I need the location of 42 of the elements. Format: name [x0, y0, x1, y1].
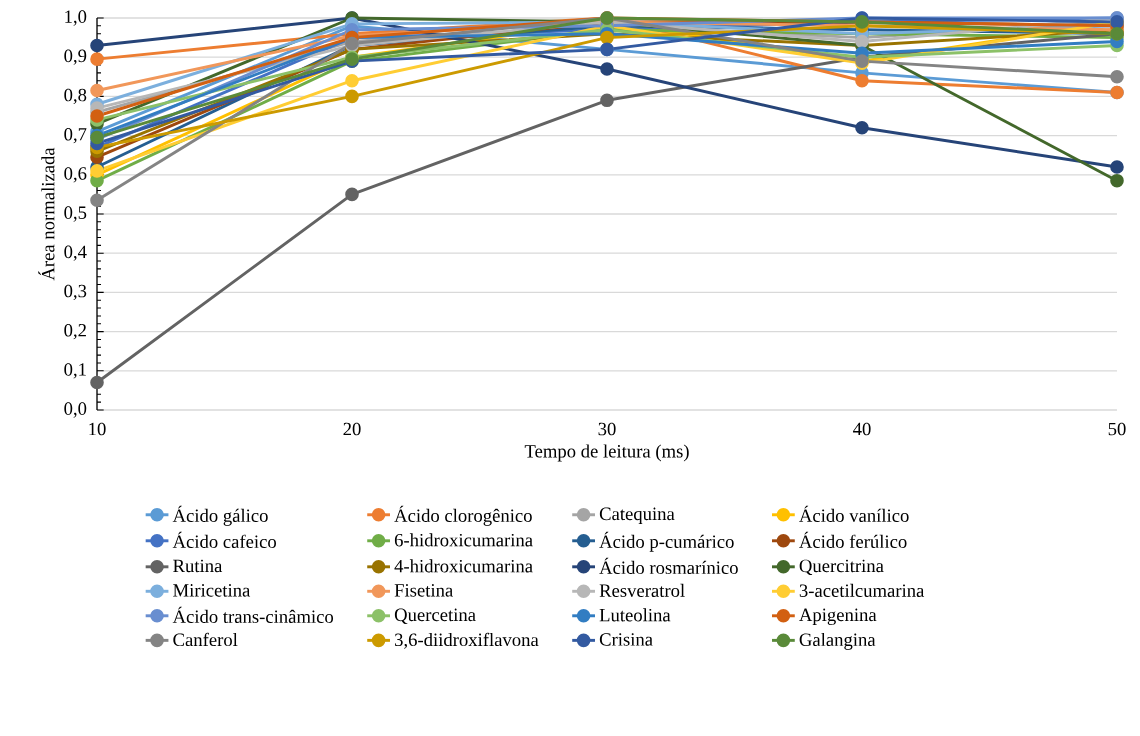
x-tick-label: 40	[853, 422, 871, 436]
y-tick-label: 0,2	[64, 323, 86, 340]
y-tick-label: 0,4	[64, 245, 87, 261]
legend-label: Galangina	[799, 632, 876, 650]
legend-label: Catequina	[599, 507, 675, 524]
legend-label: Miricetina	[173, 584, 251, 597]
legend-label: Luteolina	[599, 608, 671, 622]
legend-label: Ácido vanílico	[799, 505, 909, 522]
legend-label: Crisina	[599, 633, 653, 646]
y-tick-label: 0,8	[64, 88, 87, 105]
x-tick-label: 30	[598, 422, 616, 436]
legend-label: Apigenina	[799, 608, 877, 625]
legend-label: 6-hidroxicumarina	[394, 533, 533, 547]
legend-label: Ácido trans-cinâmico	[172, 606, 334, 623]
legend-label: Canferol	[173, 632, 238, 647]
legend-label: Ácido rosmarínico	[599, 557, 738, 575]
legend-label: Resveratrol	[599, 583, 685, 597]
legend-label: Ácido gálico	[172, 505, 268, 526]
y-tick-label: 1,0	[65, 10, 87, 26]
legend-label: Rutina	[173, 559, 223, 573]
y-tick-label: 0,9	[64, 49, 87, 65]
legend-label: Quercetina	[394, 608, 476, 624]
x-tick-label: 50	[1108, 422, 1126, 436]
legend-label: Ácido ferúlico	[799, 531, 907, 548]
legend-label: Ácido p-cumárico	[599, 531, 734, 552]
x-tick-label: 20	[343, 422, 361, 436]
legend-label: Ácido clorogênico	[394, 505, 532, 526]
y-tick-label: 0,3	[64, 284, 87, 301]
y-tick-label: 0,1	[64, 363, 86, 379]
legend-label: Fisetina	[394, 584, 453, 597]
y-tick-label: 0,5	[64, 206, 87, 222]
legend-label: 3,6-diidroxiflavona	[395, 632, 539, 649]
legend-label: 3-acetilcumarina	[799, 583, 925, 597]
y-tick-label: 0,0	[64, 402, 87, 418]
legend-label: Ácido cafeico	[172, 531, 276, 548]
legend-label: Quercitrina	[799, 559, 884, 576]
x-tick-label: 10	[89, 422, 106, 436]
legend-label: 4-hidroxicumarina	[394, 559, 533, 573]
y-tick-label: 0,7	[64, 127, 87, 144]
y-axis-title: Área normalizada	[38, 147, 55, 281]
x-axis-title: Tempo de leitura (ms)	[524, 444, 689, 462]
y-tick-label: 0,6	[64, 167, 87, 183]
